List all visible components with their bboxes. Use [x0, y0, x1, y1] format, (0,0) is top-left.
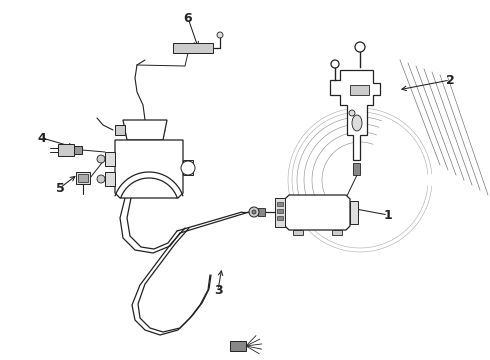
Polygon shape — [105, 152, 115, 166]
Polygon shape — [76, 172, 90, 184]
Circle shape — [249, 207, 259, 217]
Text: 2: 2 — [445, 73, 454, 86]
Polygon shape — [285, 195, 350, 230]
Text: 6: 6 — [184, 12, 192, 24]
Circle shape — [331, 60, 339, 68]
Polygon shape — [115, 125, 125, 135]
Polygon shape — [115, 140, 183, 198]
Polygon shape — [293, 230, 303, 235]
Polygon shape — [74, 146, 82, 154]
Text: 5: 5 — [56, 181, 64, 194]
Polygon shape — [275, 198, 285, 227]
Polygon shape — [330, 70, 380, 160]
Circle shape — [97, 175, 105, 183]
Polygon shape — [58, 144, 74, 156]
Text: 4: 4 — [38, 131, 47, 144]
Polygon shape — [350, 201, 358, 224]
Polygon shape — [183, 160, 193, 175]
Circle shape — [97, 155, 105, 163]
Polygon shape — [277, 209, 283, 213]
Polygon shape — [277, 202, 283, 206]
Circle shape — [349, 110, 355, 116]
Circle shape — [355, 42, 365, 52]
Ellipse shape — [352, 115, 362, 131]
Polygon shape — [78, 174, 88, 182]
Circle shape — [181, 161, 195, 175]
Polygon shape — [332, 230, 342, 235]
Polygon shape — [353, 163, 360, 175]
Text: 1: 1 — [384, 208, 392, 221]
Polygon shape — [173, 43, 213, 53]
Polygon shape — [105, 172, 115, 186]
Circle shape — [252, 210, 256, 214]
Polygon shape — [258, 208, 265, 216]
Polygon shape — [230, 341, 246, 351]
Circle shape — [217, 32, 223, 38]
Polygon shape — [123, 120, 167, 140]
Text: 3: 3 — [214, 284, 222, 297]
Polygon shape — [350, 85, 369, 95]
Polygon shape — [277, 216, 283, 220]
